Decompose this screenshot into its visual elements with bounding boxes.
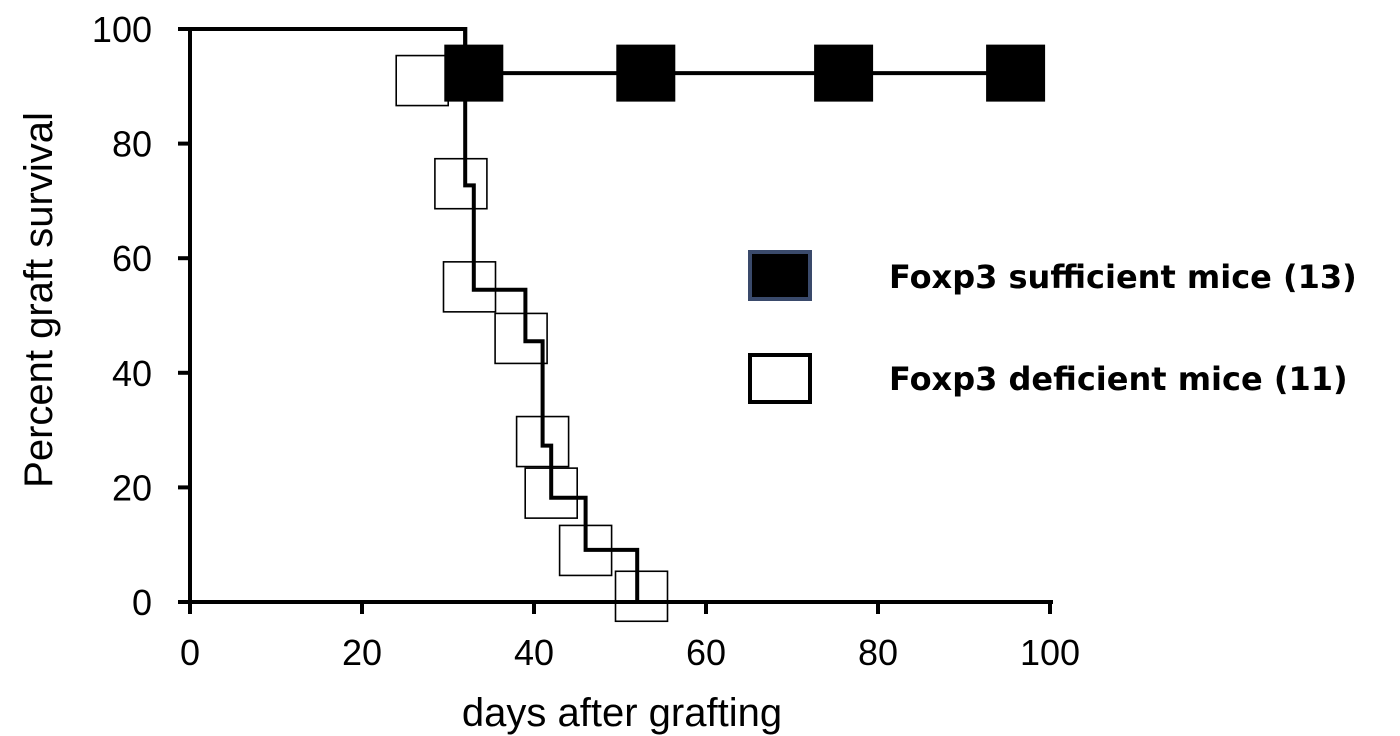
marker-deficient bbox=[515, 415, 570, 468]
marker-deficient bbox=[614, 570, 669, 623]
y-tick-label: 100 bbox=[92, 9, 152, 50]
y-tick-label: 0 bbox=[132, 582, 152, 623]
x-tick-label: 0 bbox=[180, 632, 200, 673]
x-tick-label: 20 bbox=[342, 632, 382, 673]
x-tick-label: 80 bbox=[858, 632, 898, 673]
series-line-deficient bbox=[188, 27, 640, 604]
x-tick-label: 100 bbox=[1020, 632, 1080, 673]
marker-sufficient bbox=[986, 44, 1046, 102]
y-tick-label: 40 bbox=[112, 353, 152, 394]
legend-label-deficient: Foxp3 deficient mice (11) bbox=[889, 360, 1348, 398]
legend-marker-sufficient bbox=[748, 250, 812, 301]
y-axis-label: Percent graft survival bbox=[17, 112, 61, 488]
marker-deficient bbox=[494, 312, 548, 365]
series-lines bbox=[188, 27, 1018, 604]
y-tick-labels: 0 20 40 60 80 100 bbox=[92, 9, 152, 623]
legend-marker-deficient bbox=[748, 353, 812, 404]
legend-label-sufficient: Foxp3 sufficient mice (13) bbox=[889, 258, 1357, 296]
marker-deficient bbox=[395, 54, 450, 107]
marker-sufficient bbox=[444, 44, 504, 102]
x-tick-labels: 0 20 40 60 80 100 bbox=[180, 632, 1080, 673]
marker-sufficient bbox=[814, 44, 874, 102]
marker-deficient bbox=[442, 261, 497, 313]
x-axis-label: days after grafting bbox=[462, 691, 782, 735]
x-tick-label: 60 bbox=[686, 632, 726, 673]
marker-deficient bbox=[524, 467, 579, 519]
marker-sufficient bbox=[616, 44, 676, 102]
marker-deficient bbox=[434, 157, 488, 210]
series-markers bbox=[395, 44, 1046, 623]
legend: Foxp3 sufficient mice (13) Foxp3 deficie… bbox=[748, 250, 1357, 404]
y-tick-label: 20 bbox=[112, 467, 152, 508]
marker-deficient bbox=[558, 524, 613, 577]
series-line-sufficient bbox=[188, 27, 1018, 76]
x-tick-label: 40 bbox=[514, 632, 554, 673]
y-tick-label: 60 bbox=[112, 238, 152, 279]
y-tick-label: 80 bbox=[112, 124, 152, 165]
